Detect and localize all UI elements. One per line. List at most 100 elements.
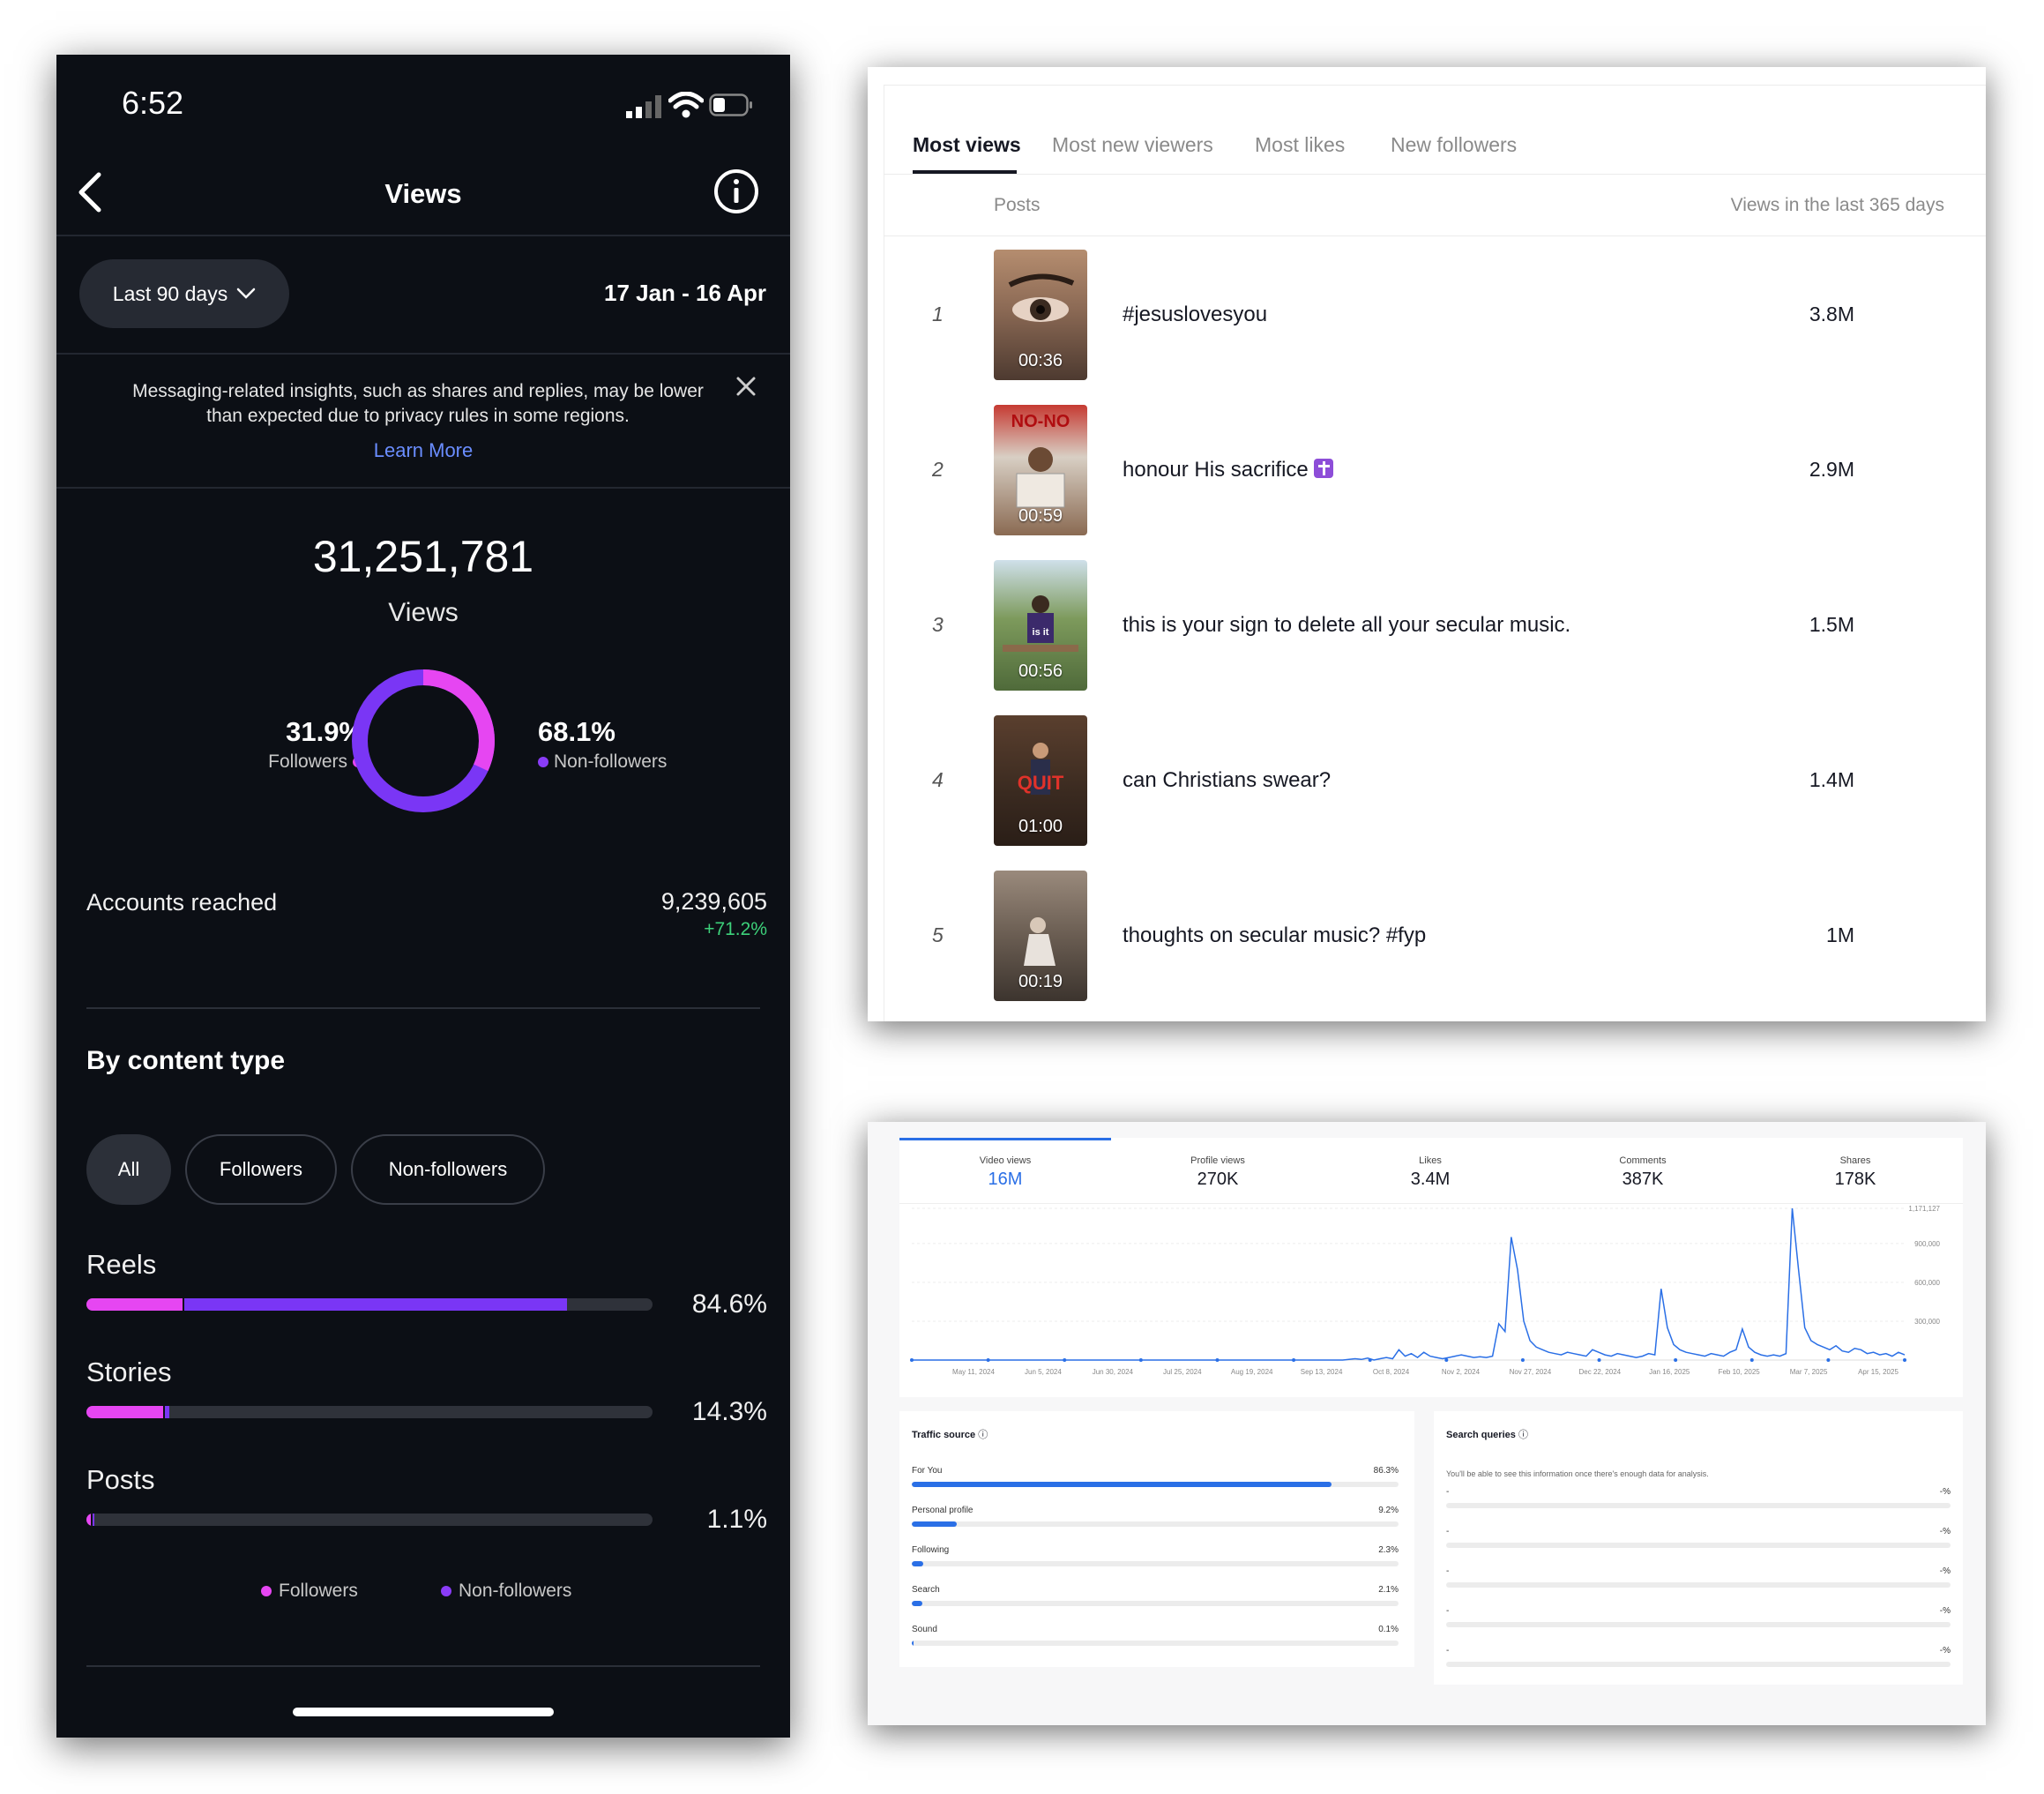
post-thumbnail-4[interactable]: QUIT 01:00 [994,715,1087,846]
traffic-source-bar [912,1601,1399,1606]
x-tick-label: Jun 30, 2024 [1093,1368,1134,1376]
tab-most-views[interactable]: Most views [913,133,1021,156]
y-tick-label: 900,000 [1914,1240,1940,1248]
nonfollowers-dot-icon [538,757,548,767]
post-title-3[interactable]: this is your sign to delete all your sec… [1123,613,1571,637]
search-query-pct: -% [1939,1606,1951,1616]
chip-followers[interactable]: Followers [185,1134,337,1205]
nonfollowers-share: 68.1% Non-followers [538,716,767,773]
close-icon[interactable] [734,374,758,399]
search-query-bar [1446,1662,1951,1667]
x-tick-label: Nov 2, 2024 [1442,1368,1481,1376]
accounts-reached-value: 9,239,605 [660,888,767,915]
column-header-posts: Posts [994,195,1041,215]
top-posts-panel: Most views Most new viewers Most likes N… [868,67,1986,1021]
post-thumbnail-3[interactable]: is it 00:56 [994,560,1087,691]
nonfollowers-label: Non-followers [554,751,668,772]
traffic-source-bar-fill [912,1521,957,1527]
header-divider [56,235,790,236]
metric-label: Shares [1839,1155,1871,1166]
x-tick-label: May 11, 2024 [952,1368,995,1376]
post-title-5[interactable]: thoughts on secular music? #fyp [1123,923,1427,947]
content-type-reels-bar [86,1298,653,1311]
metric-likes[interactable]: Likes 3.4M [1324,1138,1536,1203]
x-tick-label: Jul 25, 2024 [1163,1368,1202,1376]
tabs-divider [884,174,1986,175]
info-icon[interactable]: ⓘ [1518,1430,1528,1440]
legend-nonfollowers-dot-icon [441,1586,451,1596]
content-type-stories-pct: 14.3% [691,1397,767,1426]
content-type-reels-pct: 84.6% [691,1289,767,1319]
traffic-source-bar-fill [912,1561,923,1566]
x-tick-label: Oct 8, 2024 [1373,1368,1410,1376]
tab-most-new-viewers[interactable]: Most new viewers [1052,133,1213,156]
views-insights-screen: 6:52 Views Last 90 days 17 Jan - 16 Apr … [56,55,790,1738]
x-axis-marker [1138,1358,1143,1362]
x-axis-marker [1749,1358,1754,1362]
x-axis-marker [1520,1358,1525,1362]
x-axis-marker [986,1358,990,1362]
metric-profile-views[interactable]: Profile views 270K [1112,1138,1324,1203]
x-axis-marker [1292,1358,1296,1362]
x-tick-label: Feb 10, 2025 [1719,1368,1761,1376]
tab-most-likes[interactable]: Most likes [1255,133,1346,156]
post-thumbnail-1[interactable]: 00:36 [994,250,1087,380]
metric-value: 3.4M [1410,1170,1451,1189]
privacy-notice: Messaging-related insights, such as shar… [132,381,704,426]
rank-2: 2 [932,458,944,481]
metric-video-views[interactable]: Video views 16M [899,1138,1111,1203]
post-duration-5: 00:19 [1018,972,1063,991]
post-title-4[interactable]: can Christians swear? [1123,768,1332,792]
learn-more-link[interactable]: Learn More [373,439,474,461]
tab-new-followers[interactable]: New followers [1391,133,1518,156]
followers-label: Followers [268,751,347,772]
info-icon[interactable]: ⓘ [978,1430,988,1440]
x-axis-marker [1903,1358,1906,1362]
home-indicator[interactable] [293,1708,554,1716]
x-tick-label: Nov 27, 2024 [1510,1368,1552,1376]
traffic-source-pct: 0.1% [1378,1625,1399,1634]
post-duration-2: 00:59 [1018,506,1063,526]
info-icon[interactable] [712,168,760,215]
post-views-3: 1.5M [1809,613,1854,636]
content-type-posts-pct: 1.1% [706,1505,767,1534]
rank-4: 4 [932,768,944,791]
metric-shares[interactable]: Shares 178K [1749,1138,1961,1203]
traffic-source-pct: 9.2% [1378,1506,1399,1515]
post-duration-4: 01:00 [1018,817,1063,836]
header-divider [884,235,1986,236]
traffic-source-label: Sound [912,1625,937,1634]
legend-followers-dot-icon [261,1586,272,1596]
rank-3: 3 [932,613,944,636]
legend-nonfollowers-label: Non-followers [459,1581,572,1601]
battery-icon [709,93,752,116]
thumbnail-overlay-text-3: is it [1032,627,1049,638]
post-title-1[interactable]: #jesuslovesyou [1123,303,1268,326]
chip-nonfollowers[interactable]: Non-followers [351,1134,545,1205]
search-query-pct: -% [1939,1527,1951,1536]
search-query-bar [1446,1622,1951,1627]
metrics-chart-card: Video views 16M Profile views 270K Likes… [899,1138,1963,1397]
search-query-bar [1446,1582,1951,1588]
post-views-5: 1M [1826,923,1854,946]
search-queries-title: Search queries ⓘ [1446,1427,1528,1441]
x-tick-label: Aug 19, 2024 [1231,1368,1273,1376]
metric-label: Comments [1619,1155,1667,1166]
video-views-series-line [912,1207,1906,1361]
chip-all[interactable]: All [86,1134,171,1205]
back-icon[interactable] [72,169,108,215]
content-type-title: By content type [86,1046,286,1075]
post-thumbnail-5[interactable]: 00:19 [994,871,1087,1001]
post-title-2-text: honour His sacrifice [1123,458,1309,482]
traffic-source-card: Traffic source ⓘ For You 86.3% Personal pr… [899,1411,1414,1667]
posts-nonfollowers-fill [93,1514,95,1526]
date-range-dropdown[interactable]: Last 90 days [79,259,289,328]
post-thumbnail-2[interactable]: NO-NO 00:59 [994,405,1087,535]
traffic-source-pct: 86.3% [1373,1466,1399,1476]
section-divider [86,1007,760,1009]
post-title-2[interactable]: honour His sacrifice [1123,458,1333,482]
content-type-stories-label: Stories [86,1357,172,1387]
bottom-divider [86,1665,760,1667]
person-outdoors-image [1003,595,1078,652]
metric-comments[interactable]: Comments 387K [1537,1138,1749,1203]
